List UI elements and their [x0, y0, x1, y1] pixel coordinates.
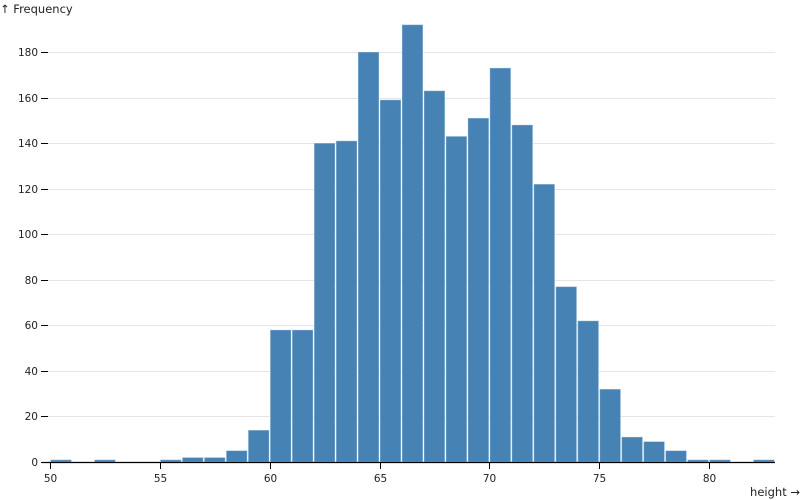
- y-tick-label: 160: [18, 93, 38, 105]
- histogram-bar: [159, 459, 182, 463]
- histogram-bar: [621, 436, 644, 463]
- y-tick-label: 120: [18, 184, 38, 196]
- histogram-bar: [643, 441, 666, 463]
- histogram-bar: [665, 450, 688, 463]
- histogram-bar: [50, 459, 72, 463]
- histogram-bar: [225, 450, 248, 463]
- y-tick-label: 140: [18, 138, 38, 150]
- histogram-bar: [709, 459, 731, 463]
- x-tick-label: 60: [264, 473, 277, 485]
- histogram-bar: [599, 388, 622, 463]
- histogram-bar: [181, 456, 204, 463]
- x-tick-label: 70: [483, 473, 496, 485]
- y-tick-label: 40: [25, 366, 38, 378]
- histogram-bar: [423, 90, 446, 463]
- histogram-bar: [203, 456, 226, 463]
- x-axis: 50 55 60 65 70 75 80: [42, 461, 775, 485]
- histogram-bar: [269, 329, 292, 463]
- histogram-bar: [93, 459, 116, 463]
- histogram-bar: [467, 117, 490, 463]
- y-tick-label: 80: [25, 275, 38, 287]
- y-axis-title: ↑ Frequency: [0, 2, 73, 16]
- histogram-bar: [291, 329, 314, 463]
- y-tick-label: 0: [31, 457, 38, 469]
- y-tick-label: 60: [25, 320, 38, 332]
- histogram-bar: [577, 320, 600, 463]
- histogram-bar: [401, 24, 424, 463]
- y-axis: 0 20 40 60 80 100 120 140 160 180: [18, 47, 48, 469]
- histogram-bar: [555, 286, 578, 463]
- x-axis-title: height →: [750, 485, 800, 499]
- histogram-bar: [533, 183, 556, 463]
- histogram-bar: [687, 459, 709, 463]
- histogram-bar: [357, 51, 380, 463]
- histogram-bar: [335, 140, 358, 463]
- x-tick-label: 55: [154, 473, 167, 485]
- histogram-bars: [50, 24, 775, 463]
- histogram-bar: [752, 459, 775, 463]
- x-tick-label: 75: [593, 473, 606, 485]
- histogram-bar: [313, 142, 336, 463]
- y-tick-label: 100: [18, 229, 38, 241]
- histogram-bar: [489, 67, 512, 463]
- histogram-bar: [247, 429, 270, 463]
- histogram-bar: [379, 99, 402, 463]
- x-tick-label: 65: [374, 473, 387, 485]
- histogram-bar: [445, 135, 468, 463]
- y-tick-label: 180: [18, 47, 38, 59]
- histogram-bar: [511, 124, 534, 463]
- y-tick-label: 20: [25, 411, 38, 423]
- x-tick-label: 50: [44, 473, 57, 485]
- x-tick-label: 80: [703, 473, 716, 485]
